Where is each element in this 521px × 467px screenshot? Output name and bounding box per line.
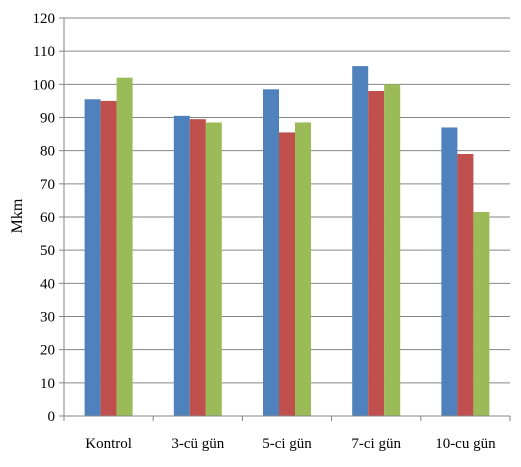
x-category-label: Kontrol <box>85 436 132 452</box>
x-category-label: 7-ci gün <box>351 436 401 452</box>
y-axis-title: Mkm <box>9 198 26 233</box>
bar-1-series-0 <box>173 115 190 416</box>
bar-1-series-1 <box>189 119 206 417</box>
y-tick-label: 10 <box>40 376 55 392</box>
bar-3-series-2 <box>384 84 401 416</box>
x-category-label: 5-ci gün <box>262 436 312 452</box>
y-tick-label: 20 <box>40 343 55 359</box>
y-tick-label: 100 <box>33 77 56 93</box>
y-tick-label: 0 <box>48 409 56 425</box>
bar-4-series-2 <box>473 212 490 416</box>
bar-4-series-1 <box>457 153 474 416</box>
bar-2-series-2 <box>295 122 311 416</box>
axes <box>59 17 511 421</box>
bar-3-series-1 <box>368 90 385 416</box>
y-tick-label: 110 <box>33 44 55 60</box>
y-tick-label: 80 <box>40 144 55 160</box>
y-tick-label: 120 <box>33 11 56 27</box>
y-tick-label: 90 <box>40 111 55 127</box>
x-category-label: 3-cü gün <box>171 436 224 452</box>
y-tick-label: 60 <box>40 210 55 226</box>
y-tick-label: 30 <box>40 310 55 326</box>
tick-labels: 0 10 20 30 40 50 60 70 80 90 100 110 120 Kontrol 3-cü … <box>33 11 497 452</box>
bar-2-series-0 <box>263 89 279 416</box>
bars <box>84 66 490 417</box>
bar-0-series-1 <box>100 100 117 417</box>
bar-4-series-0 <box>441 127 458 416</box>
y-tick-label: 50 <box>40 243 55 259</box>
x-category-label: 10-cu gün <box>435 436 496 452</box>
bar-0-series-2 <box>116 77 133 416</box>
bar-0-series-0 <box>84 99 101 416</box>
bar-2-series-1 <box>279 132 295 417</box>
y-tick-label: 40 <box>40 276 55 292</box>
bar-1-series-2 <box>205 122 222 416</box>
y-tick-label: 70 <box>40 177 55 193</box>
bar-3-series-0 <box>352 66 369 416</box>
